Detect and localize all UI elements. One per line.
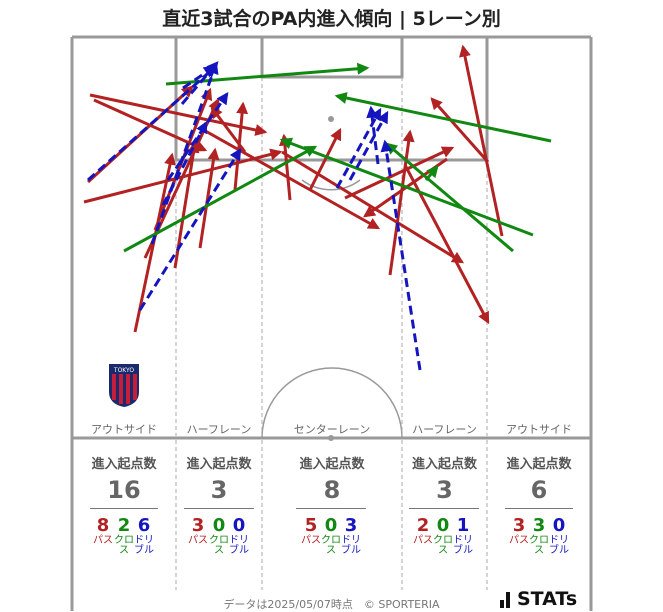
- dribble-arrows: [87, 61, 422, 371]
- dribble-arrow: [366, 105, 380, 165]
- lane-label-center: センターレーン: [293, 423, 371, 436]
- pass-arrow: [308, 127, 342, 191]
- stat-total: 8: [323, 476, 341, 504]
- stat-divider: [505, 508, 573, 509]
- lane-label-outside-left: アウトサイド: [91, 423, 157, 436]
- dribble-arrow: [161, 120, 208, 206]
- pass-count: 3 パス: [509, 515, 529, 546]
- pass-arrow: [403, 164, 490, 325]
- dribble-label: ドリブル: [453, 535, 473, 556]
- penalty-spot: [328, 116, 334, 122]
- dribble-count: 1 ドリブル: [453, 515, 473, 556]
- dribble-arrow: [348, 110, 389, 181]
- stat-header: 進入起点数: [91, 457, 157, 472]
- stat-header: 進入起点数: [506, 457, 572, 472]
- pass-arrow: [89, 93, 268, 136]
- pass-label: パス: [509, 535, 529, 546]
- cross-arrow: [279, 137, 534, 237]
- club-logo: TOKYO: [109, 364, 139, 407]
- goal-area: [260, 35, 404, 79]
- pass-count: 2 パス: [413, 515, 433, 546]
- svg-text:TOKYO: TOKYO: [113, 367, 134, 374]
- dribble-arrow: [150, 61, 219, 245]
- cross-count: 3 クロス: [529, 515, 549, 556]
- pass-arrow: [459, 44, 504, 237]
- pass-arrow: [278, 133, 292, 201]
- chart-title: 直近3試合のPA内進入傾向 | 5レーン別: [162, 8, 501, 30]
- stat-divider: [184, 508, 254, 509]
- pass-count: 8 パス: [93, 515, 113, 546]
- cross-label: クロス: [529, 535, 549, 556]
- center-spot: [328, 435, 334, 441]
- dribble-arrow: [166, 92, 229, 181]
- lane-label-halfspace-left: ハーフレーン: [186, 423, 252, 436]
- pass-arrow: [198, 147, 220, 249]
- stat-divider: [409, 508, 479, 509]
- pass-label: パス: [301, 535, 321, 546]
- dribble-arrow: [138, 147, 242, 311]
- dribble-label: ドリブル: [341, 535, 361, 556]
- pass-arrow: [344, 146, 455, 200]
- pass-label: パス: [93, 535, 113, 546]
- cross-arrow: [424, 165, 439, 181]
- cross-label: クロス: [321, 535, 341, 556]
- pass-label: パス: [188, 535, 208, 546]
- footer-credit: データは2025/05/07時点 © SPORTERIA: [223, 598, 440, 611]
- dribble-count: 0 ドリブル: [229, 515, 249, 556]
- stat-total: 3: [210, 476, 228, 504]
- stat-divider: [90, 508, 158, 509]
- cross-arrow: [385, 142, 514, 253]
- dribble-count: 6 ドリブル: [134, 515, 154, 556]
- pass-count: 3 パス: [188, 515, 208, 546]
- penalty-arc: [301, 179, 361, 191]
- stat-divider: [296, 508, 366, 509]
- pass-arrow: [388, 129, 415, 276]
- cross-count: 2 クロス: [114, 515, 134, 556]
- dribble-label: ドリブル: [549, 535, 569, 556]
- center-circle: [261, 367, 403, 439]
- lane-label-halfspace-right: ハーフレーン: [412, 423, 477, 436]
- pass-arrow: [233, 101, 249, 191]
- stat-header: 進入起点数: [299, 457, 365, 472]
- dribble-arrow: [335, 107, 382, 189]
- stat-total: 16: [107, 476, 141, 504]
- dribble-arrow: [182, 65, 216, 90]
- brand-logo: STATs: [517, 588, 578, 610]
- pass-count: 5 パス: [301, 515, 321, 546]
- dribble-arrow: [87, 65, 217, 182]
- pass-arrow: [210, 106, 247, 153]
- dribble-arrow: [380, 139, 422, 371]
- stat-total: 6: [530, 476, 548, 504]
- dribble-count: 0 ドリブル: [549, 515, 569, 556]
- stat-header: 進入起点数: [186, 457, 252, 472]
- dribble-label: ドリブル: [134, 535, 154, 556]
- cross-label: クロス: [433, 535, 453, 556]
- stat-header: 進入起点数: [411, 457, 477, 472]
- pass-label: パス: [413, 535, 433, 546]
- cross-label: クロス: [114, 535, 134, 556]
- lane-label-outside-right: アウトサイド: [506, 423, 572, 436]
- cross-label: クロス: [209, 535, 229, 556]
- cross-count: 0 クロス: [321, 515, 341, 556]
- cross-count: 0 クロス: [433, 515, 453, 556]
- cross-count: 0 クロス: [209, 515, 229, 556]
- lane-dividers: [175, 77, 488, 590]
- dribble-label: ドリブル: [229, 535, 249, 556]
- cross-arrow: [334, 92, 552, 143]
- dribble-count: 3 ドリブル: [341, 515, 361, 556]
- cross-arrow: [123, 145, 318, 253]
- pass-arrow: [430, 97, 490, 163]
- stats-logo-icon: [500, 592, 510, 608]
- stat-total: 3: [436, 476, 453, 504]
